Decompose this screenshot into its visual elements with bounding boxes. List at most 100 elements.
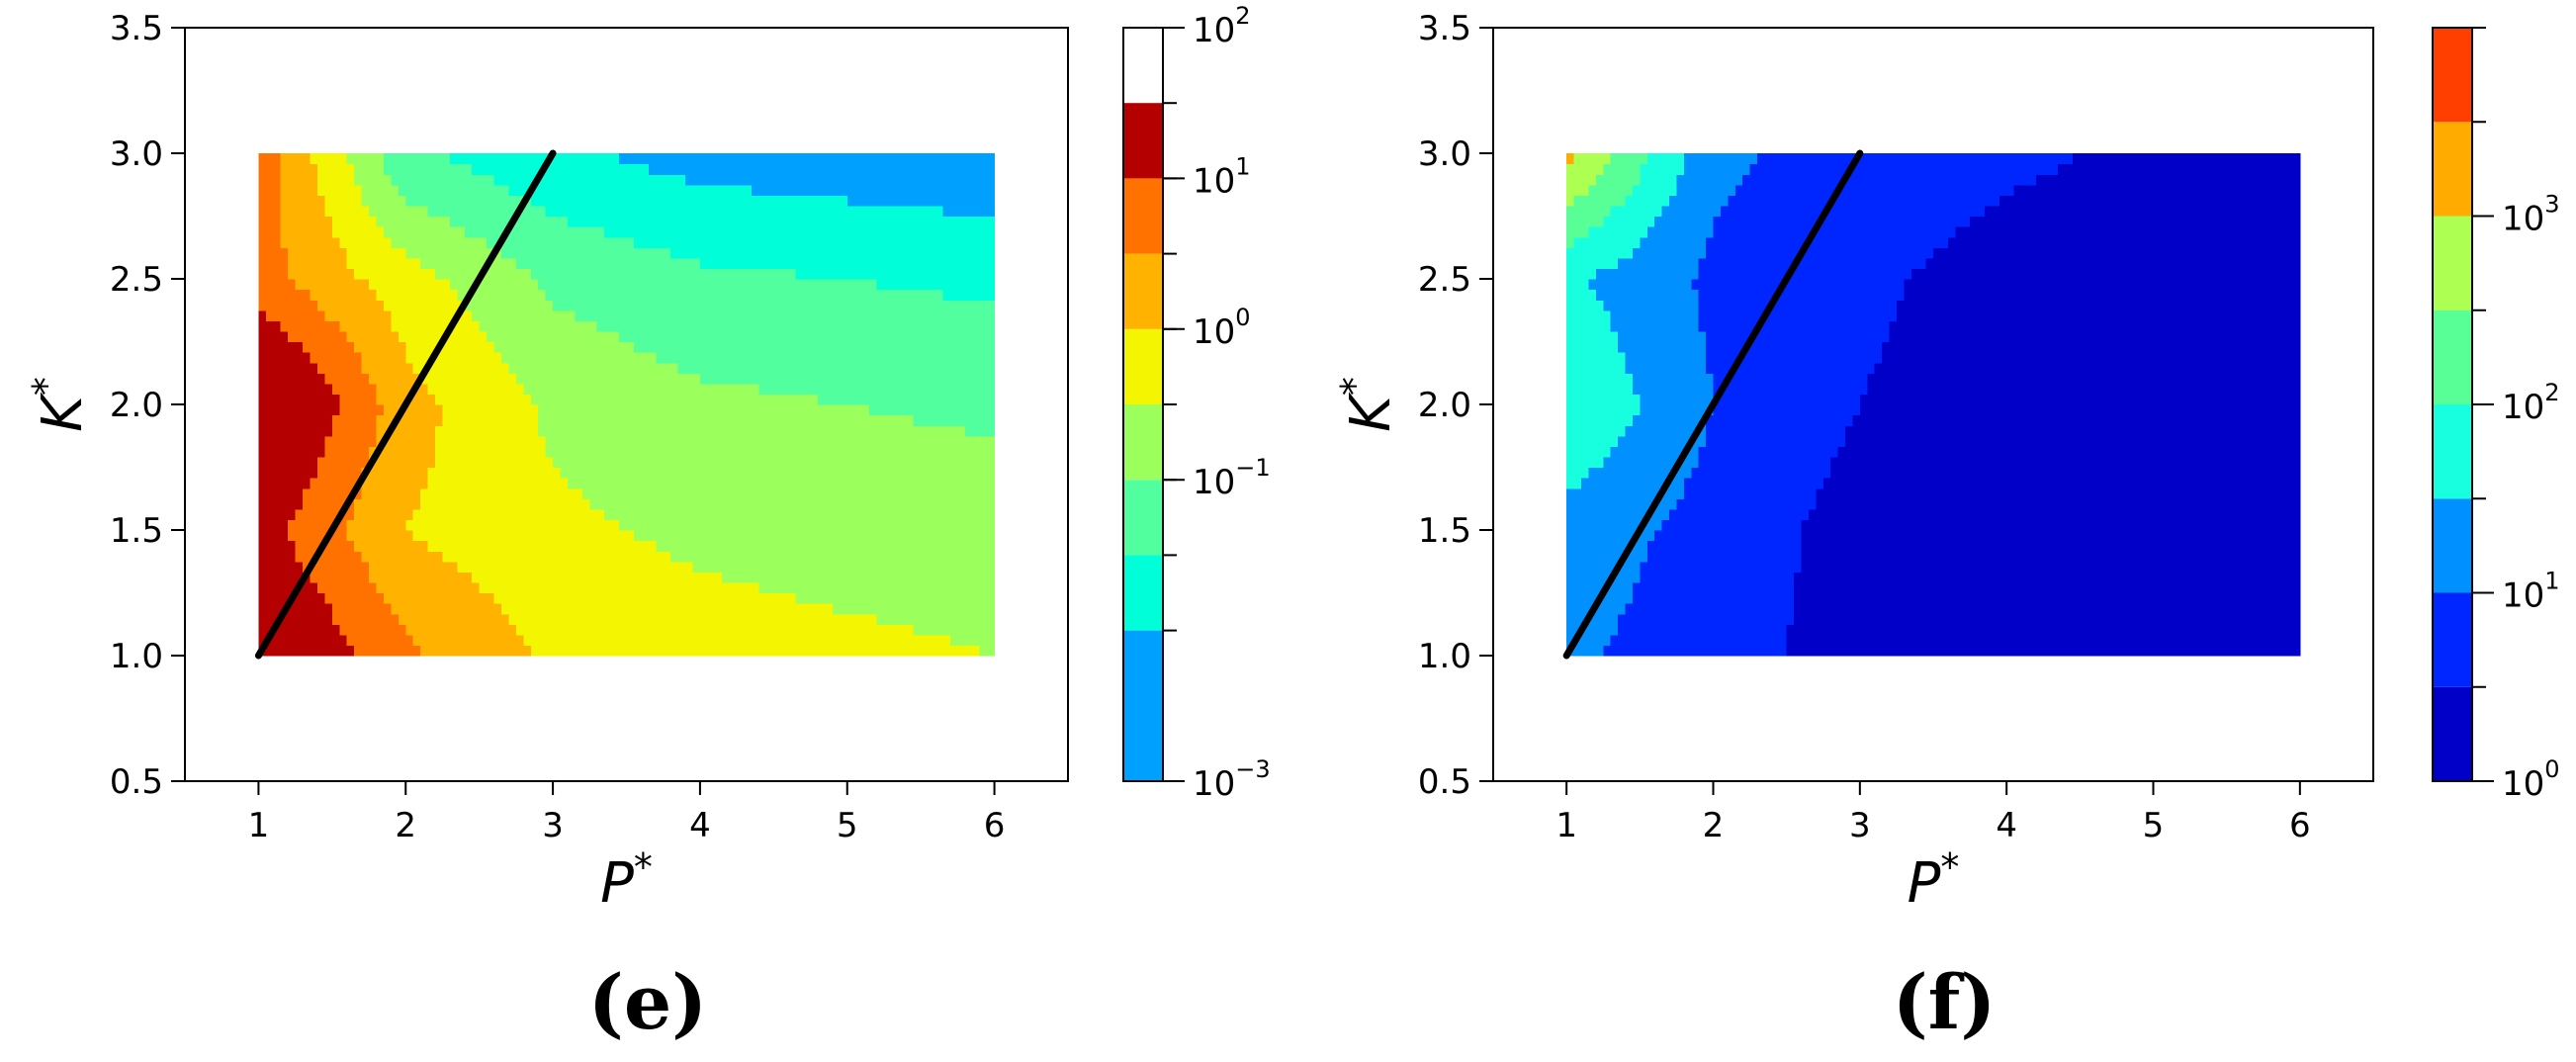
contour-cell — [780, 592, 789, 604]
contour-cell — [472, 247, 481, 259]
contour-cell — [346, 551, 355, 563]
contour-cell — [795, 257, 804, 270]
contour-cell — [928, 603, 936, 615]
contour-cell — [560, 247, 569, 259]
contour-cell — [883, 310, 892, 321]
colorbar-tick-label: 10−3 — [1193, 755, 1271, 804]
contour-cell — [906, 519, 915, 531]
contour-cell — [737, 341, 746, 353]
contour-cell — [508, 540, 517, 552]
contour-cell — [1573, 383, 1582, 396]
contour-cell — [405, 435, 414, 447]
contour-cell — [611, 404, 620, 416]
contour-cell — [523, 446, 532, 458]
contour-cell — [457, 320, 466, 332]
contour-cell — [648, 478, 657, 489]
contour-cell — [765, 478, 774, 489]
contour-cell — [553, 236, 562, 248]
contour-cell — [788, 551, 797, 563]
contour-cell — [803, 613, 812, 625]
contour-cell — [729, 362, 738, 374]
contour-cell — [412, 195, 421, 207]
contour-cell — [619, 508, 628, 521]
contour-cell — [398, 498, 406, 510]
contour-cell — [729, 320, 738, 332]
contour-cell — [538, 435, 547, 447]
contour-cell — [670, 268, 679, 280]
contour-cell — [619, 456, 628, 469]
contour-cell — [273, 540, 282, 552]
contour-cell — [663, 404, 671, 416]
contour-cell — [538, 603, 547, 615]
contour-cell — [310, 289, 318, 301]
contour-cell — [449, 300, 458, 311]
contour-cell — [957, 247, 966, 259]
contour-cell — [596, 634, 605, 647]
contour-cell — [589, 195, 598, 207]
contour-cell — [832, 394, 841, 405]
contour-cell — [472, 572, 481, 583]
contour-cell — [420, 467, 429, 479]
contour-cell — [567, 195, 577, 207]
contour-cell — [641, 300, 650, 311]
contour-cell — [361, 613, 370, 625]
contour-cell — [405, 205, 414, 218]
contour-cell — [331, 174, 340, 186]
contour-cell — [538, 487, 547, 499]
contour-cell — [479, 592, 488, 604]
contour-cell — [545, 226, 554, 238]
contour-cell — [427, 362, 436, 374]
contour-cell — [361, 456, 370, 469]
contour-cell — [493, 404, 502, 416]
contour-cell — [898, 330, 907, 343]
contour-cell — [487, 394, 495, 405]
contour-cell — [560, 435, 569, 447]
contour-cell — [795, 383, 804, 396]
contour-cell — [699, 373, 708, 385]
contour-cell — [280, 414, 289, 426]
contour-cell — [869, 247, 878, 259]
contour-cell — [1566, 425, 1575, 437]
contour-cell — [280, 216, 289, 227]
contour-cell — [280, 487, 289, 499]
contour-cell — [427, 341, 436, 353]
contour-cell — [472, 289, 481, 301]
contour-cell — [921, 414, 930, 426]
contour-cell — [949, 153, 958, 165]
contour-cell — [596, 195, 605, 207]
contour-cell — [714, 487, 723, 499]
contour-cell — [935, 613, 944, 625]
contour-cell — [479, 330, 488, 343]
contour-cell — [641, 487, 650, 499]
contour-cell — [383, 467, 392, 479]
contour-cell — [273, 581, 282, 594]
contour-cell — [553, 268, 562, 280]
contour-cell — [883, 268, 892, 280]
contour-cell — [633, 362, 642, 374]
contour-cell — [553, 310, 562, 321]
contour-cell — [581, 592, 590, 604]
contour-cell — [752, 394, 760, 405]
contour-cell — [493, 310, 502, 321]
contour-cell — [273, 404, 282, 416]
contour-cell — [1581, 394, 1590, 405]
contour-cell — [854, 310, 863, 321]
contour-cell — [699, 634, 708, 647]
contour-cell — [987, 467, 996, 479]
contour-cell — [288, 478, 297, 489]
contour-cell — [295, 205, 304, 218]
contour-cell — [810, 478, 819, 489]
contour-cell — [449, 634, 458, 647]
contour-cell — [648, 572, 657, 583]
contour-cell — [487, 414, 495, 426]
contour-cell — [752, 487, 760, 499]
contour-cell — [832, 540, 841, 552]
contour-cell — [795, 508, 804, 521]
contour-cell — [303, 394, 311, 405]
contour-cell — [581, 341, 590, 353]
contour-cell — [876, 341, 885, 353]
contour-cell — [545, 352, 554, 364]
contour-cell — [737, 226, 746, 238]
contour-cell — [758, 414, 767, 426]
contour-cell — [773, 551, 782, 563]
